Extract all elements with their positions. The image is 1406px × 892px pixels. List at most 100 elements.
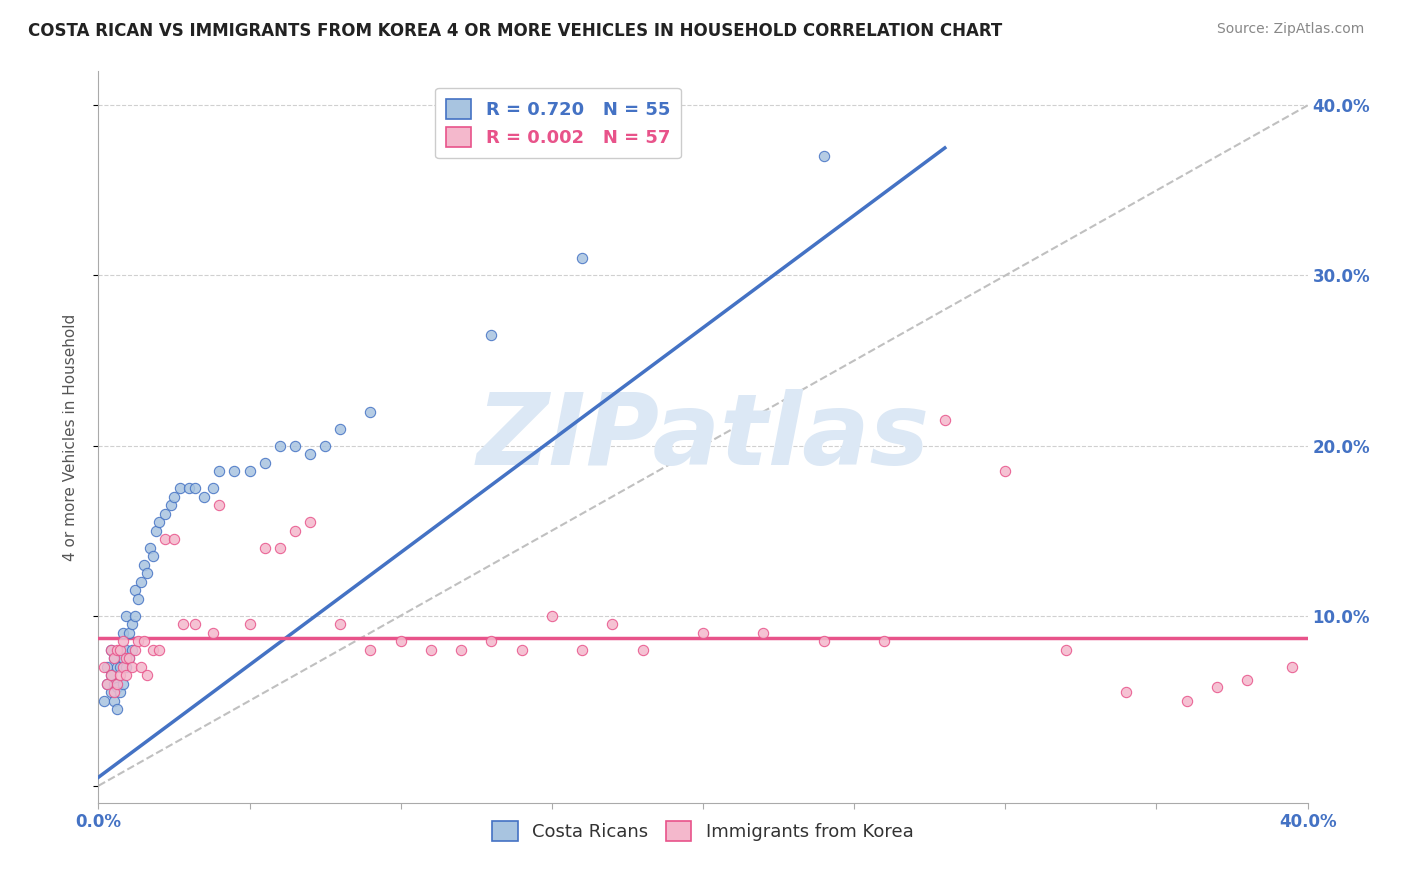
Point (105, 677, 128, 691)
Point (111, 659, 134, 673)
Point (813, 634, 835, 648)
Point (118, 651, 141, 665)
Point (239, 617, 262, 632)
Point (132, 558, 155, 572)
Point (142, 642, 165, 657)
Point (1236, 673, 1258, 688)
Point (752, 625, 775, 640)
Point (193, 490, 215, 504)
Point (96, 659, 118, 673)
Point (108, 668, 131, 682)
Point (994, 464, 1017, 478)
Point (129, 574, 152, 589)
Point (105, 702, 128, 716)
Point (100, 668, 122, 682)
Point (127, 591, 149, 606)
Point (571, 642, 593, 657)
Point (571, 252, 593, 266)
Point (420, 642, 443, 657)
Point (93, 659, 115, 673)
Point (269, 541, 291, 555)
Point (602, 617, 624, 632)
Point (124, 608, 146, 623)
Point (103, 677, 125, 691)
Text: ZIPatlas: ZIPatlas (477, 389, 929, 485)
Point (121, 617, 143, 632)
Point (163, 532, 186, 546)
Point (139, 541, 162, 555)
Point (253, 541, 276, 555)
Point (1115, 685, 1137, 699)
Point (389, 634, 412, 648)
Text: COSTA RICAN VS IMMIGRANTS FROM KOREA 4 OR MORE VEHICLES IN HOUSEHOLD CORRELATION: COSTA RICAN VS IMMIGRANTS FROM KOREA 4 O… (28, 22, 1002, 40)
Point (105, 680, 128, 694)
Point (145, 524, 167, 538)
Point (96, 677, 118, 691)
Point (360, 404, 382, 418)
Point (114, 651, 136, 665)
Point (132, 634, 155, 648)
Point (103, 651, 125, 665)
Point (118, 651, 141, 665)
Point (253, 456, 276, 470)
Point (111, 651, 134, 665)
Point (184, 481, 207, 495)
Point (108, 659, 131, 673)
Point (481, 634, 503, 648)
Point (299, 447, 322, 461)
Point (208, 464, 231, 478)
Point (160, 498, 183, 512)
Point (100, 685, 122, 699)
Point (100, 642, 122, 657)
Point (481, 328, 503, 343)
Point (142, 549, 165, 563)
Point (299, 515, 322, 529)
Point (692, 625, 714, 640)
Point (114, 642, 136, 657)
Point (111, 634, 134, 648)
Point (540, 608, 562, 623)
Point (172, 617, 194, 632)
Point (202, 625, 225, 640)
Point (329, 617, 352, 632)
Point (114, 608, 136, 623)
Point (108, 642, 131, 657)
Point (284, 524, 307, 538)
Point (329, 421, 352, 435)
Point (224, 464, 246, 478)
Point (127, 634, 149, 648)
Point (135, 668, 157, 682)
Point (129, 659, 152, 673)
Point (1054, 642, 1077, 657)
Point (124, 583, 146, 598)
Point (108, 685, 131, 699)
Point (103, 694, 125, 708)
Point (631, 642, 654, 657)
Point (510, 642, 533, 657)
Point (103, 651, 125, 665)
Point (148, 642, 170, 657)
Point (111, 677, 134, 691)
Point (314, 439, 336, 453)
Point (114, 659, 136, 673)
Point (184, 617, 207, 632)
Legend: Costa Ricans, Immigrants from Korea: Costa Ricans, Immigrants from Korea (485, 814, 921, 848)
Point (284, 439, 307, 453)
Point (873, 634, 896, 648)
Point (360, 642, 382, 657)
Point (934, 413, 956, 427)
Point (169, 481, 191, 495)
Point (111, 625, 134, 640)
Point (163, 490, 186, 504)
Point (100, 668, 122, 682)
Point (208, 498, 231, 512)
Point (202, 481, 225, 495)
Point (103, 685, 125, 699)
Point (1281, 659, 1303, 673)
Point (1175, 694, 1198, 708)
Point (118, 625, 141, 640)
Point (148, 515, 170, 529)
Point (121, 642, 143, 657)
Point (105, 659, 128, 673)
Point (153, 532, 176, 546)
